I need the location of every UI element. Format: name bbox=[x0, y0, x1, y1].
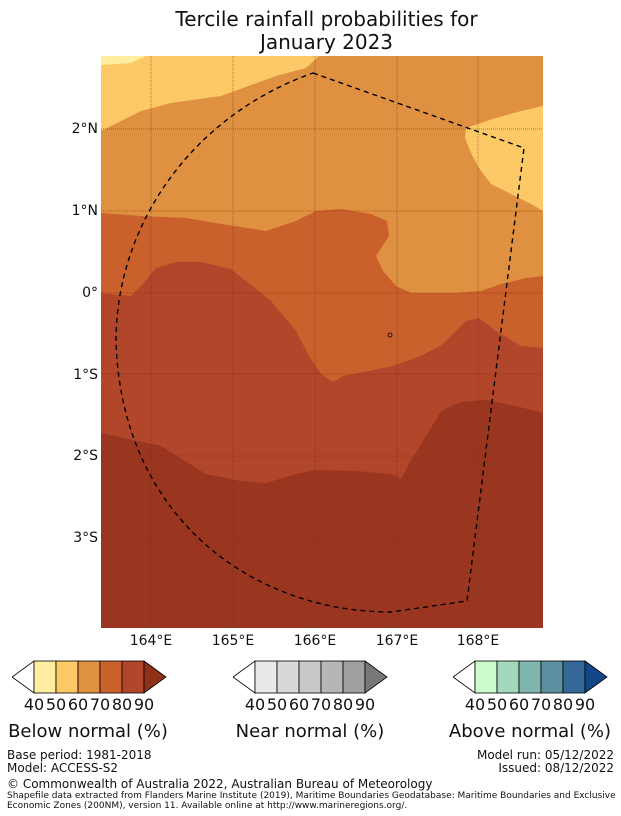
cb-tick: 50 bbox=[266, 695, 288, 714]
cb-tick: 70 bbox=[89, 695, 111, 714]
shapefile-credit: Shapefile data extracted from Flanders M… bbox=[7, 791, 616, 811]
map-title-line2: January 2023 bbox=[259, 30, 394, 54]
lon-label: 167°E bbox=[375, 633, 419, 649]
issued-date: Issued: 08/12/2022 bbox=[498, 761, 614, 775]
cb-tick: 90 bbox=[354, 695, 376, 714]
colorbar-near-normal bbox=[233, 660, 388, 694]
lat-label: 0° bbox=[82, 285, 98, 301]
cb-tick: 50 bbox=[486, 695, 508, 714]
cb-swatch bbox=[143, 660, 167, 694]
cb-swatch bbox=[298, 660, 322, 694]
map-gridlines bbox=[101, 56, 543, 628]
colorbar-above-normal bbox=[453, 660, 608, 694]
cb-tick: 40 bbox=[244, 695, 266, 714]
cb-swatch bbox=[55, 660, 79, 694]
map-title-line1: Tercile rainfall probabilities for bbox=[175, 7, 478, 31]
cb-swatch bbox=[12, 660, 35, 694]
probability-map bbox=[101, 56, 543, 628]
cb-swatch bbox=[276, 660, 300, 694]
colorbar-label-above: Above normal (%) bbox=[448, 721, 612, 742]
cb-tick: 80 bbox=[332, 695, 354, 714]
cb-swatch bbox=[77, 660, 101, 694]
lon-label: 165°E bbox=[211, 633, 255, 649]
cb-swatch bbox=[33, 660, 57, 694]
base-period: Base period: 1981-2018 bbox=[7, 748, 152, 762]
lon-label: 166°E bbox=[293, 633, 337, 649]
cb-swatch bbox=[496, 660, 520, 694]
cb-tick: 90 bbox=[133, 695, 155, 714]
cb-tick: 90 bbox=[574, 695, 596, 714]
cb-swatch bbox=[474, 660, 498, 694]
cb-swatch bbox=[540, 660, 564, 694]
cb-swatch bbox=[453, 660, 476, 694]
cb-swatch bbox=[254, 660, 278, 694]
cb-swatch bbox=[99, 660, 123, 694]
model-name: Model: ACCESS-S2 bbox=[7, 761, 119, 775]
eez-boundary bbox=[115, 72, 525, 613]
cb-tick: 40 bbox=[464, 695, 486, 714]
lat-label: 2°S bbox=[73, 448, 98, 464]
cb-swatch bbox=[121, 660, 145, 694]
region-50-60-east bbox=[465, 106, 543, 211]
region-50-60-north bbox=[101, 56, 319, 131]
cb-tick: 40 bbox=[23, 695, 45, 714]
lon-label: 164°E bbox=[129, 633, 173, 649]
cb-swatch bbox=[364, 660, 388, 694]
cb-tick: 70 bbox=[530, 695, 552, 714]
lat-label: 3°S bbox=[73, 530, 98, 546]
island-outline bbox=[387, 332, 393, 338]
copyright-notice: © Commonwealth of Australia 2022, Austra… bbox=[7, 777, 433, 791]
cb-tick: 60 bbox=[508, 695, 530, 714]
lon-label: 168°E bbox=[456, 633, 500, 649]
cb-tick: 50 bbox=[45, 695, 67, 714]
cb-tick: 80 bbox=[552, 695, 574, 714]
cb-tick: 70 bbox=[310, 695, 332, 714]
colorbar-label-near: Near normal (%) bbox=[235, 721, 385, 742]
colorbar-label-below: Below normal (%) bbox=[8, 721, 168, 742]
cb-swatch bbox=[342, 660, 366, 694]
cb-swatch bbox=[562, 660, 586, 694]
cb-tick: 80 bbox=[111, 695, 133, 714]
cb-swatch bbox=[518, 660, 542, 694]
region-40-50 bbox=[101, 56, 146, 65]
model-run-date: Model run: 05/12/2022 bbox=[476, 748, 614, 762]
cb-swatch bbox=[233, 660, 256, 694]
colorbar-below-normal bbox=[12, 660, 167, 694]
lat-label: 1°N bbox=[71, 203, 98, 219]
cb-tick: 60 bbox=[67, 695, 89, 714]
lat-label: 1°S bbox=[73, 367, 98, 383]
cb-swatch bbox=[320, 660, 344, 694]
lat-label: 2°N bbox=[71, 121, 98, 137]
cb-tick: 60 bbox=[288, 695, 310, 714]
cb-swatch bbox=[584, 660, 608, 694]
